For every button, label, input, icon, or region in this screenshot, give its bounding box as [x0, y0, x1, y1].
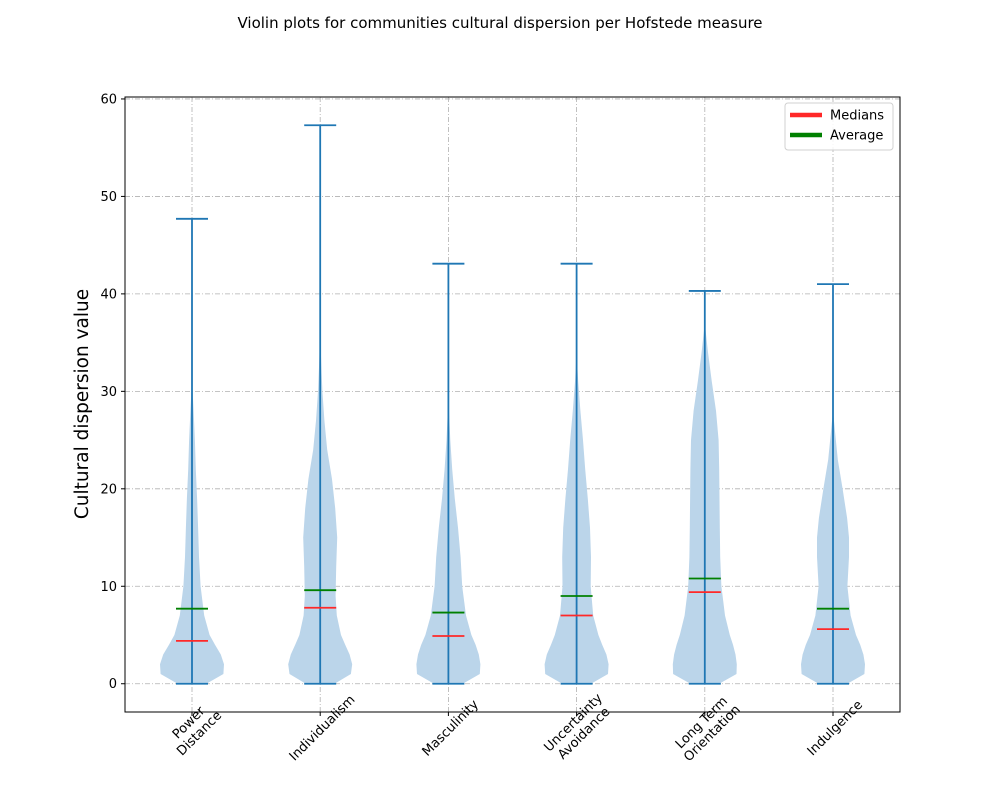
y-tick-label: 30: [100, 385, 117, 400]
y-axis-label: Cultural dispersion value: [72, 289, 93, 519]
grid-lines: [125, 97, 900, 712]
y-tick-label: 50: [100, 190, 117, 205]
x-tick-label-line: Masculinity: [420, 697, 483, 760]
x-tick-label: Individualism: [287, 693, 359, 765]
y-tick-label: 10: [100, 580, 117, 595]
plot-frame: [124, 96, 901, 713]
legend: Medians Average: [784, 102, 894, 151]
y-tick-label: 20: [100, 482, 117, 497]
x-tick-label: Masculinity: [420, 697, 483, 760]
y-tick-label: 40: [100, 287, 117, 302]
x-tick-label: Indulgence: [805, 698, 866, 759]
legend-label: Average: [830, 129, 883, 144]
y-tick-label: 0: [109, 677, 117, 692]
chart-title: Violin plots for communities cultural di…: [237, 14, 762, 32]
x-tick-label-line: Individualism: [287, 693, 359, 765]
violins: [160, 124, 865, 685]
x-tick-label-line: Indulgence: [805, 698, 866, 759]
y-tick-label: 60: [100, 92, 117, 107]
legend-label: Medians: [830, 109, 884, 124]
